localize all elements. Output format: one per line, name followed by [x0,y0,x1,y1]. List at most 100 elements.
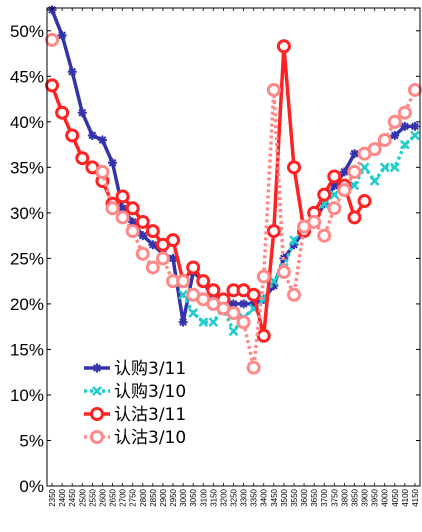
y-tick-label: 35% [10,158,44,177]
x-tick-label: 3150 [209,488,218,506]
data-point [410,130,420,141]
data-point [236,315,251,330]
data-point [379,162,390,173]
data-point [289,235,299,246]
y-tick-label: 5% [19,431,44,450]
x-tick-label: 3800 [340,488,349,506]
data-point [115,210,130,225]
data-point [135,246,150,261]
data-point [399,139,410,150]
data-point [347,210,362,225]
x-tick-label: 3350 [250,488,259,506]
data-point [367,142,382,157]
data-point [359,162,370,173]
data-point [92,363,102,373]
y-tick-label: 15% [10,340,44,359]
x-tick-label: 2800 [139,488,148,506]
data-point [357,194,372,209]
data-point [349,180,360,191]
data-point [246,287,261,302]
data-point [269,281,279,291]
data-point [75,151,90,166]
data-point [118,203,128,213]
legend-label: 认购3/11 [114,359,186,379]
x-tick-label: 3950 [371,488,380,506]
x-tick-label: 3600 [300,488,309,506]
data-point [178,317,188,327]
data-point [90,430,104,444]
data-point [95,164,110,179]
data-point [317,187,332,202]
y-tick-label: 25% [10,249,44,268]
data-point [92,386,102,396]
data-point [226,306,241,321]
data-point [208,317,219,327]
data-point [337,183,352,198]
x-tick-label: 3550 [290,488,299,506]
data-point [329,189,340,200]
legend-entry-2: 认购3/10 [84,382,186,402]
x-tick-label: 2450 [68,488,77,506]
data-point [45,32,60,47]
data-point [400,121,410,131]
data-point [286,287,301,302]
data-point [90,407,104,421]
x-tick-label: 3650 [310,488,319,506]
data-point [369,176,380,186]
data-point [286,160,301,175]
data-point [347,164,362,179]
data-point [407,82,422,97]
data-point [397,105,412,120]
x-tick-label: 4150 [411,488,420,506]
x-tick-label: 2900 [159,488,168,506]
legend-label: 认沽3/10 [114,428,186,448]
legend-entry-3: 认沽3/11 [84,405,186,425]
data-point [256,269,271,284]
data-point [327,201,342,216]
data-point [186,260,201,275]
legend-entry-4: 认沽3/10 [84,428,186,448]
y-tick-label: 45% [10,67,44,86]
data-point [108,158,118,168]
x-tick-label: 3300 [240,488,249,506]
data-point [196,274,211,289]
data-point [115,189,130,204]
y-tick-label: 50% [10,22,44,41]
data-point [239,299,249,309]
data-point [339,167,349,177]
legend: 认购3/11 认购3/10 认沽3/11 认沽3/10 [84,359,186,448]
data-point [228,326,239,337]
data-point [145,260,160,275]
x-tick-label: 3850 [350,488,359,506]
axis-layer: 0%5%10%15%20%25%30%35%40%45%50%2350 2400 2… [10,7,421,507]
data-point [77,108,87,118]
x-tick-label: 3200 [219,488,228,506]
data-point [387,114,402,129]
data-point [229,299,238,309]
data-point [266,82,281,97]
data-point [148,240,158,250]
legend-label: 认购3/10 [114,382,186,402]
data-point [55,105,70,120]
x-tick-label: 3050 [189,488,198,506]
data-point [125,224,140,239]
data-point [176,274,191,289]
legend-label: 认沽3/11 [114,405,186,425]
data-point [268,276,279,287]
data-point [57,30,67,40]
x-tick-label: 2600 [98,488,107,506]
data-point [155,251,170,266]
x-tick-label: 2650 [109,488,118,506]
x-tick-label: 4100 [401,488,410,506]
y-tick-label: 10% [10,386,44,405]
x-tick-label: 2350 [48,488,57,506]
x-tick-label: 2700 [119,488,128,506]
data-point [246,360,261,375]
data-point [317,228,332,243]
data-point [67,67,77,77]
data-point [349,149,359,159]
data-point [276,39,291,54]
data-point [135,214,150,229]
x-tick-label: 3450 [270,488,279,506]
